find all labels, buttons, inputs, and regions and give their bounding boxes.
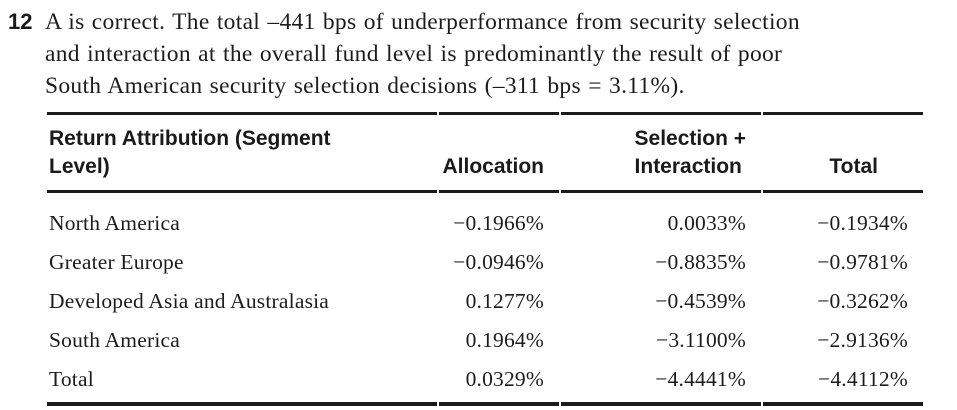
column-header-allocation: Allocation — [439, 112, 559, 193]
cell-total: −0.9781% — [817, 250, 908, 274]
answer-item: 12 A is correct. The total –441 bps of u… — [8, 6, 937, 102]
table-row: Greater Europe −0.0946% −0.8835% −0.9781… — [47, 243, 923, 282]
cell-allocation: −0.0946% — [453, 250, 544, 274]
cell-selection-interaction: −4.4441% — [561, 360, 761, 406]
column-header-segment: Return Attribution (Segment Level) — [47, 112, 437, 193]
question-number: 12 — [8, 9, 33, 34]
cell-allocation: 0.0329% — [439, 360, 559, 406]
cell-selection-interaction: 0.0033% — [667, 211, 746, 235]
cell-allocation: 0.1964% — [465, 328, 544, 352]
cell-allocation: −0.1966% — [453, 211, 544, 235]
cell-segment: Greater Europe — [49, 250, 184, 274]
return-attribution-table: Return Attribution (Segment Level) Alloc… — [45, 112, 925, 406]
cell-segment: North America — [49, 211, 180, 235]
column-header-selection-line1: Selection + — [634, 127, 746, 150]
answer-text-line: South American security selection decisi… — [45, 73, 685, 99]
table-row: Total 0.0329% −4.4441% −4.4112% — [47, 360, 923, 406]
column-header-segment-line1: Return Attribution (Segment — [49, 127, 331, 150]
column-header-total: Total — [763, 112, 923, 193]
table-row: North America −0.1966% 0.0033% −0.1934% — [47, 193, 923, 243]
cell-allocation: 0.1277% — [465, 289, 544, 313]
cell-segment: South America — [49, 328, 180, 352]
column-header-selection-line2: Interaction — [634, 155, 742, 178]
cell-selection-interaction: −0.4539% — [655, 289, 746, 313]
cell-total: −0.1934% — [817, 211, 908, 235]
answer-text-line: and interaction at the overall fund leve… — [45, 41, 783, 67]
cell-total: −0.3262% — [817, 289, 908, 313]
table-header-row: Return Attribution (Segment Level) Alloc… — [47, 112, 923, 193]
answer-text-line: A is correct. The total –441 bps of unde… — [45, 9, 800, 35]
table-row: Developed Asia and Australasia 0.1277% −… — [47, 282, 923, 321]
cell-segment: Total — [47, 360, 437, 406]
cell-total: −4.4112% — [763, 360, 923, 406]
cell-total: −2.9136% — [817, 328, 908, 352]
cell-segment: Developed Asia and Australasia — [49, 289, 330, 313]
table-body: North America −0.1966% 0.0033% −0.1934% … — [47, 193, 923, 406]
column-header-selection-interaction: Selection + Interaction — [561, 112, 761, 193]
answer-text: A is correct. The total –441 bps of unde… — [45, 6, 800, 102]
column-header-segment-line2: Level) — [49, 155, 110, 178]
cell-selection-interaction: −3.1100% — [656, 328, 746, 352]
selection-interaction-label: Selection + Interaction — [635, 125, 746, 181]
table-header: Return Attribution (Segment Level) Alloc… — [47, 112, 923, 193]
table-row: South America 0.1964% −3.1100% −2.9136% — [47, 321, 923, 360]
cell-selection-interaction: −0.8835% — [655, 250, 746, 274]
